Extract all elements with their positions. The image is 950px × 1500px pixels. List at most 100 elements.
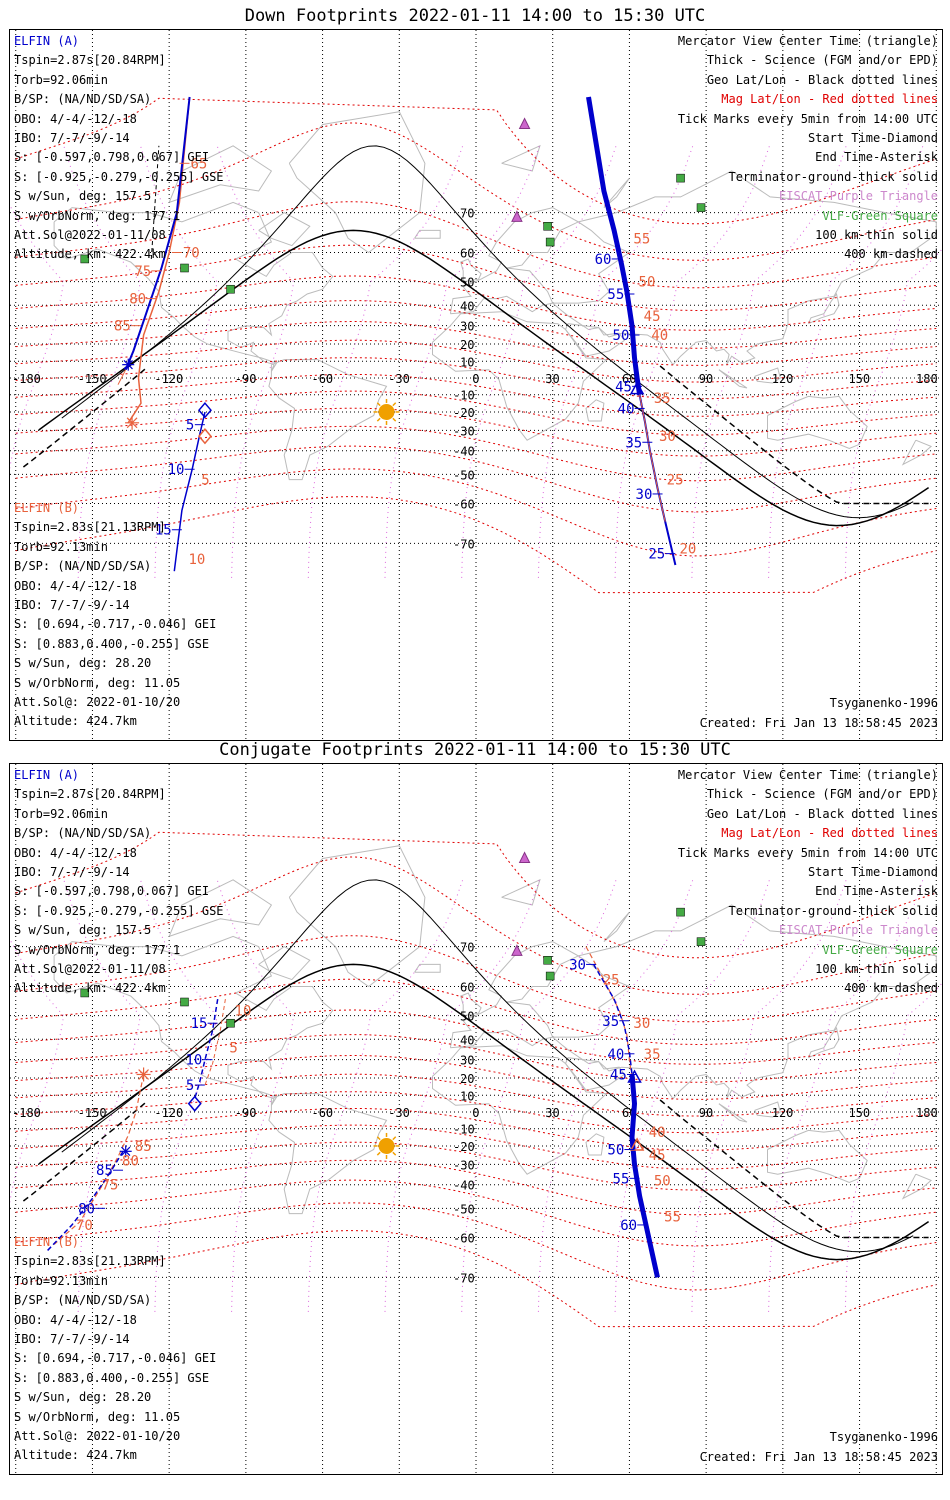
elfin-b-tick-label: 70 xyxy=(76,1218,93,1234)
lat-label: 20 xyxy=(460,338,474,352)
mag-parallel xyxy=(15,978,937,1046)
elfin-b-name: ELFIN (B) xyxy=(14,1235,80,1249)
elfin-a-line: Altitude, km: 422.4km xyxy=(14,981,166,996)
elfin-a-tick-label: 15 xyxy=(191,1016,208,1032)
elfin-b-tick-label: 55 xyxy=(664,1209,681,1225)
elfin-b-tick-label: 85 xyxy=(135,1139,152,1155)
lat-label: 10 xyxy=(460,355,474,369)
elfin-a-track xyxy=(124,96,191,371)
legend-item: EISCAT-Purple Triangle xyxy=(779,189,938,204)
legend-item: Start Time-Diamond xyxy=(807,130,938,145)
coastline xyxy=(460,992,482,1017)
elfin-b-tick-label: 75 xyxy=(102,1178,119,1194)
terminator-400km xyxy=(659,1099,929,1239)
center-time-triangle-icon xyxy=(629,381,645,395)
end-asterisk-icon xyxy=(121,1146,131,1156)
mag-parallel xyxy=(15,1124,937,1170)
elfin-a-line: S w/Sun, deg: 157.5 xyxy=(14,923,152,938)
lon-label: -150 xyxy=(78,1106,107,1120)
coastline xyxy=(603,911,630,942)
mag-parallel xyxy=(15,201,937,289)
lat-label: -70 xyxy=(453,1271,475,1285)
coastline xyxy=(168,879,273,937)
coastline xyxy=(53,935,334,1106)
legend-item: Mercator View Center Time (triangle) xyxy=(677,768,938,782)
coastline xyxy=(754,1101,781,1118)
elfin-a-science-track xyxy=(586,96,643,396)
coastline xyxy=(449,941,580,1049)
elfin-a-line: IBO: 7/-7/-9/-14 xyxy=(14,864,130,879)
elfin-a-tick-label: 30 xyxy=(636,487,653,503)
legend-item: End Time-Asterisk xyxy=(815,150,938,165)
elfin-a-line: S w/OrbNorm, deg: 177.1 xyxy=(14,208,181,223)
sun-ray xyxy=(376,417,381,422)
elfin-tick-label: 70 xyxy=(183,245,200,261)
lon-label: 120 xyxy=(772,1106,794,1120)
elfin-b-tick-label: 30 xyxy=(633,1016,650,1032)
elfin-a-tick-label: 85 xyxy=(96,1163,113,1179)
coastline xyxy=(258,946,311,981)
terminator-400km xyxy=(22,367,147,468)
coastline xyxy=(754,367,781,384)
lon-label: 30 xyxy=(545,1106,559,1120)
vlf-square-icon xyxy=(80,254,90,264)
elfin-a-line: Tspin=2.87s[20.84RPM] xyxy=(14,53,166,68)
elfin-b-line: OBO: 4/-4/-12/-18 xyxy=(14,1312,137,1327)
elfin-a-tick-label: 40 xyxy=(607,1047,624,1063)
coastline xyxy=(449,207,580,315)
elfin-b-tick-label: 30 xyxy=(659,429,676,445)
elfin-a-line: S: [-0.925,-0.279,-0.255] GSE xyxy=(14,903,224,918)
elfin-b-tick-label: 40 xyxy=(649,1125,666,1141)
lat-label: -30 xyxy=(453,424,475,438)
lat-label: 30 xyxy=(460,1054,474,1068)
elfin-a-name: ELFIN (A) xyxy=(14,34,80,48)
elfin-b-tick-label: 40 xyxy=(651,328,668,344)
vlf-square-icon xyxy=(676,907,685,917)
lon-label: 60 xyxy=(622,372,636,386)
coastline xyxy=(901,439,933,466)
lat-label: 40 xyxy=(460,1033,474,1047)
legend: Mercator View Center Time (triangle) Thi… xyxy=(678,766,938,999)
mag-parallel xyxy=(15,122,937,261)
coastline xyxy=(268,359,388,481)
legend-item: 400 km-dashed xyxy=(844,981,938,996)
track-dashed xyxy=(150,145,160,260)
vlf-square-icon xyxy=(676,173,685,183)
lon-label: 90 xyxy=(699,1106,713,1120)
elfin-b-line: S w/OrbNorm, deg: 11.05 xyxy=(14,1409,181,1424)
elfin-a-name: ELFIN (A) xyxy=(14,768,80,782)
elfin-b-line: Tspin=2.83s[21.13RPM] xyxy=(14,1254,166,1269)
mag-parallel xyxy=(15,1141,937,1191)
elfin-b-tick-label: 55 xyxy=(633,231,650,247)
model-label: Tsyganenko-1996 xyxy=(829,1430,938,1444)
elfin-b-line: Torb=92.13min xyxy=(14,1273,108,1288)
elfin-b-track xyxy=(204,999,226,1086)
legend-item: Tick Marks every 5min from 14:00 UTC xyxy=(677,845,938,860)
map-panel-conjugate: -180 -150 -120 -90 -60 -30 0 30 60 90 120 150 180 70 6… xyxy=(9,763,943,1475)
end-asterisk-icon xyxy=(123,359,133,370)
elfin-b-tick-label: 50 xyxy=(639,275,656,291)
elfin-b-line: S w/Sun, deg: 28.20 xyxy=(14,1390,152,1405)
lon-label: 180 xyxy=(916,372,938,386)
elfin-a-line: S w/Sun, deg: 157.5 xyxy=(14,189,152,204)
elfin-b-tick-label: 35 xyxy=(644,1047,661,1063)
sun-icon xyxy=(378,1137,395,1154)
coastline xyxy=(432,1045,608,1175)
elfin-b-line: S: [0.694,-0.717,-0.046] GEI xyxy=(14,1351,217,1366)
sun-ray xyxy=(392,402,397,407)
end-asterisk-icon xyxy=(126,417,138,429)
elfin-tick-label: 75 xyxy=(134,264,151,280)
elfin-a-tick-label: 60 xyxy=(620,1218,637,1234)
eiscat-triangle-icon xyxy=(511,210,523,222)
vlf-square-icon xyxy=(226,1018,235,1028)
lat-label: 20 xyxy=(460,1072,474,1086)
legend-item: End Time-Asterisk xyxy=(815,884,938,899)
elfin-a-tick-label: 40 xyxy=(618,401,635,417)
elfin-b-line: Att.Sol@: 2022-01-10/20 xyxy=(14,694,181,709)
start-diamond-icon xyxy=(197,402,212,419)
created-label: Created: Fri Jan 13 18:58:45 2023 xyxy=(699,716,938,730)
lat-label: -60 xyxy=(453,498,475,512)
elfin-b-track xyxy=(53,1074,145,1245)
lat-label: 60 xyxy=(460,246,474,260)
elfin-b-line: Altitude: 424.7km xyxy=(14,1448,137,1463)
